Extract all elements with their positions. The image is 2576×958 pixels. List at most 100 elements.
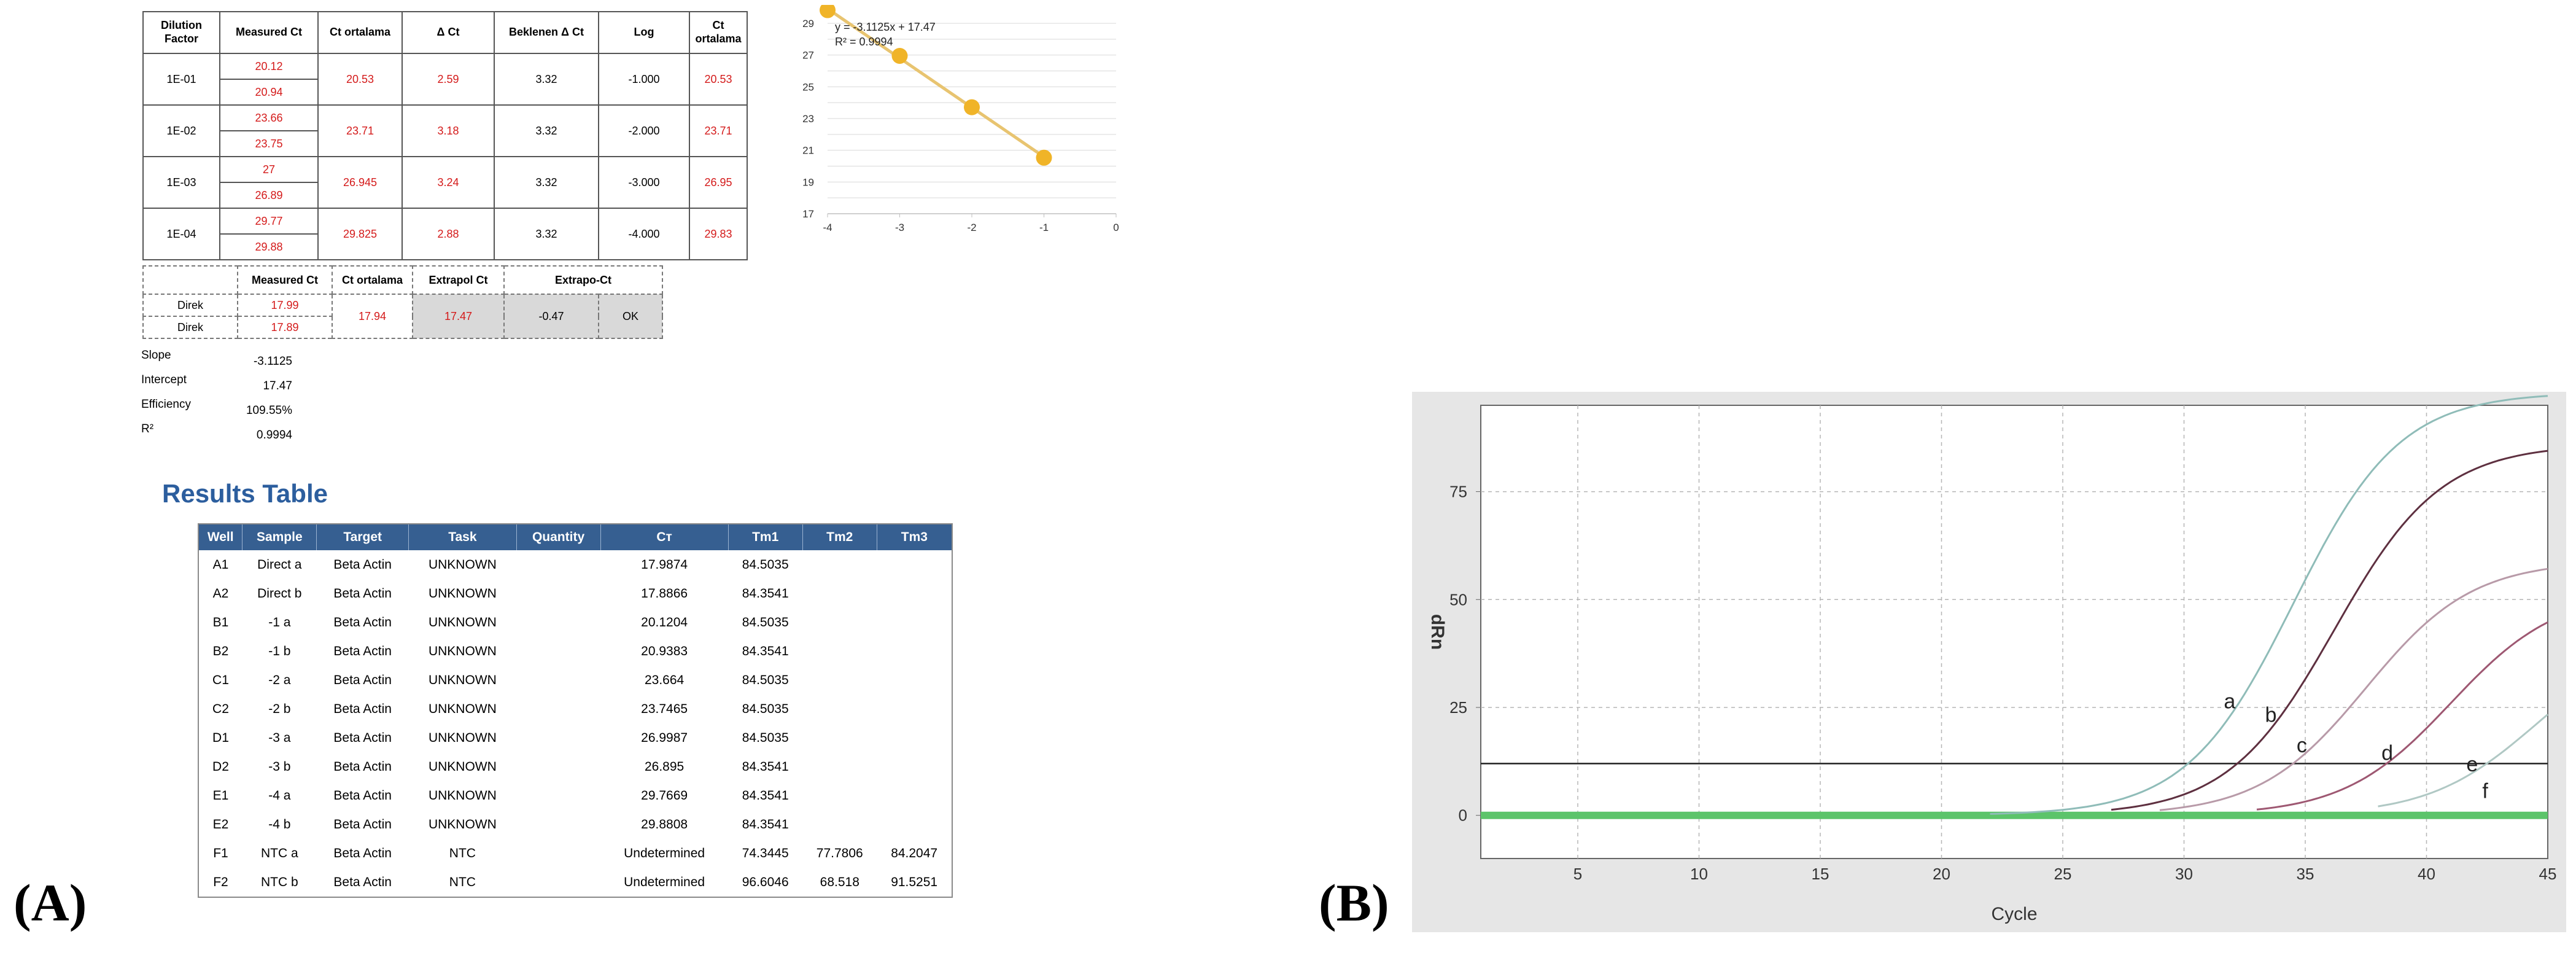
cell-m1: 27 (219, 156, 319, 183)
cell-exp: 3.32 (494, 104, 599, 157)
table-cell (802, 752, 877, 781)
cell-m2: 29.88 (219, 233, 319, 260)
stat-label-r2: R² (141, 423, 154, 435)
table-cell (802, 550, 877, 579)
y-tick-label: 27 (802, 50, 814, 61)
table-cell: A1 (212, 557, 229, 572)
extrapo-difference: -0.47 (503, 294, 599, 339)
table-cell: UNKNOWN (428, 788, 497, 803)
col-header (142, 265, 238, 295)
table-row: 1E-01 20.12 20.53 2.59 3.32 -1.000 20.53 (142, 53, 748, 106)
table-cell: D1 (212, 730, 229, 745)
table-cell (877, 752, 952, 781)
results-table: Well Sample Target Task Quantity Cт Tm1 Tm2 Tm3 … (198, 523, 953, 898)
table-cell: Beta Actin (333, 730, 392, 745)
table-row: D2 -3 b Beta Actin UNKNOWN 26.895 84.3541 (198, 752, 952, 781)
table-row: 1E-03 27 26.945 3.24 3.32 -3.000 26.95 (142, 156, 748, 209)
cell-log: -4.000 (598, 208, 690, 260)
table-cell (802, 637, 877, 666)
stat-value-efficiency: 109.55% (246, 404, 292, 417)
table-cell: NTC b (260, 874, 298, 889)
x-tick-label: -2 (967, 222, 976, 233)
y-tick-label: 23 (802, 113, 814, 125)
table-cell: A2 (212, 586, 229, 601)
results-table-body: A1 Direct a Beta Actin UNKNOWN 17.9874 84.503… (198, 550, 952, 897)
cell-dct: 3.18 (402, 104, 495, 157)
col-header: Well (198, 524, 243, 550)
cell-log: -2.000 (598, 104, 690, 157)
table-cell: Direct a (257, 557, 302, 572)
plot-area (1480, 405, 2548, 859)
trendline-annotation: R² = 0.9994 (835, 36, 893, 48)
col-header: Dilution Factor (142, 11, 220, 54)
dilution-table: Dilution Factor Measured Ct Ct ortalama … (142, 11, 748, 260)
data-point (964, 99, 980, 115)
table-cell (516, 550, 600, 579)
cell-ct2: 26.95 (689, 156, 748, 209)
table-cell (516, 868, 600, 897)
cell-m2: 20.94 (219, 79, 319, 106)
cell-exp: 3.32 (494, 156, 599, 209)
table-cell: 84.5035 (742, 672, 789, 687)
table-cell (516, 723, 600, 752)
table-cell: -3 a (268, 730, 291, 745)
table-cell (516, 579, 600, 608)
table-cell: UNKNOWN (428, 759, 497, 774)
table-cell: 77.7806 (816, 846, 863, 860)
table-cell: 23.664 (644, 672, 685, 687)
table-cell: 84.5035 (742, 730, 789, 745)
table-cell: UNKNOWN (428, 701, 497, 716)
table-row: 26.89 (143, 182, 747, 209)
extrapol-ct: 17.47 (412, 294, 505, 339)
table-row: E1 -4 a Beta Actin UNKNOWN 29.7669 84.3541 (198, 781, 952, 810)
series-label-f: f (2482, 780, 2488, 803)
table-row: 20.94 (143, 79, 747, 106)
table-cell: 84.3541 (742, 759, 789, 774)
table-cell (516, 608, 600, 637)
table-cell: -1 a (268, 615, 291, 629)
y-tick-label: 75 (1449, 483, 1467, 501)
row-label: Direk (142, 316, 238, 339)
x-tick-label: 25 (2054, 865, 2072, 883)
table-cell (802, 781, 877, 810)
col-header: Ct ortalama (332, 265, 413, 295)
standard-curve-chart: 17 19 21 23 25 27 29 -4 -3 -2 -1 0 y = -3.1125x + 17… (802, 5, 1119, 233)
stat-label-slope: Slope (141, 349, 171, 362)
table-row: 1E-02 23.66 23.71 3.18 3.32 -2.000 23.71 (142, 104, 748, 157)
cell-dct: 2.88 (402, 208, 495, 260)
y-tick-label: 25 (1449, 698, 1467, 717)
table-cell: -3 b (268, 759, 291, 774)
table-row: B2 -1 b Beta Actin UNKNOWN 20.9383 84.3541 (198, 637, 952, 666)
table-cell: F1 (213, 846, 228, 860)
table-cell: Beta Actin (333, 788, 392, 803)
table-cell: 29.8808 (641, 817, 688, 831)
table-cell: Beta Actin (333, 701, 392, 716)
cell-m1: 23.66 (219, 104, 319, 131)
y-tick-label: 17 (802, 208, 814, 220)
table-cell (516, 695, 600, 723)
col-header: Tm1 (728, 524, 803, 550)
table-row: 29.88 (143, 233, 747, 260)
table-cell: UNKNOWN (428, 557, 497, 572)
table-cell: 96.6046 (742, 874, 789, 889)
status-badge: OK (598, 294, 663, 339)
table-cell: -4 b (268, 817, 291, 831)
table-cell: Beta Actin (333, 846, 392, 860)
table-cell: UNKNOWN (428, 817, 497, 831)
cell-dct: 2.59 (402, 53, 495, 106)
cell-ct2: 23.71 (689, 104, 748, 157)
cell-exp: 3.32 (494, 53, 599, 106)
table-cell: 20.1204 (641, 615, 688, 629)
col-header: Task (408, 524, 517, 550)
data-point (1036, 149, 1052, 166)
table-cell: Undetermined (624, 846, 705, 860)
col-header: Cт (600, 524, 729, 550)
cell-factor: 1E-02 (142, 104, 220, 157)
series-label-e: e (2466, 753, 2478, 776)
col-header: Δ Ct (402, 11, 495, 54)
y-tick-label: 19 (802, 176, 814, 188)
stat-label-intercept: Intercept (141, 373, 187, 386)
table-cell: D2 (212, 759, 229, 774)
direct-table: Measured Ct Ct ortalama Extrapol Ct Extr… (142, 265, 663, 339)
cell-m2: 23.75 (219, 130, 319, 157)
